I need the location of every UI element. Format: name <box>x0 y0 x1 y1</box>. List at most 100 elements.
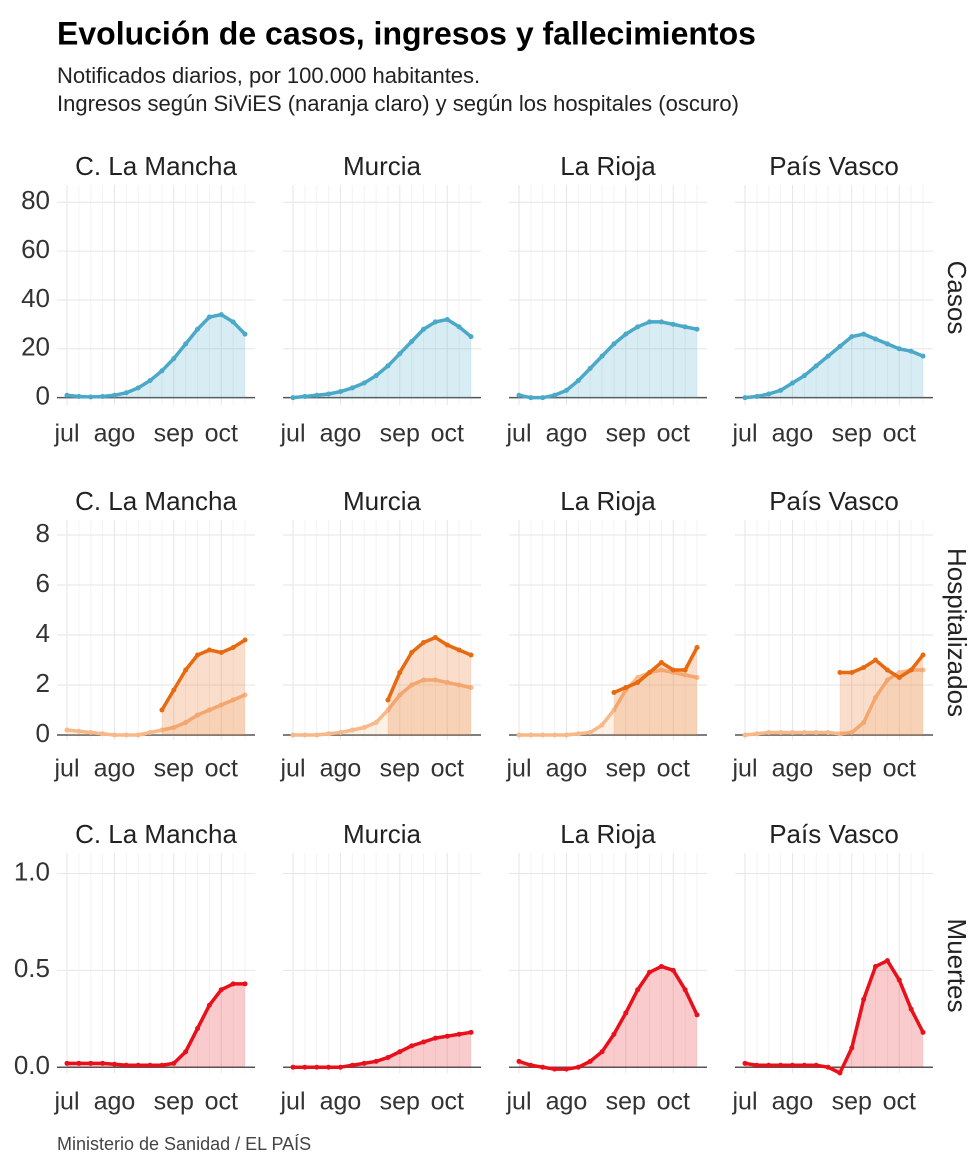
point <box>302 393 308 399</box>
point <box>908 348 914 354</box>
point <box>611 341 617 347</box>
area <box>293 319 471 398</box>
chart-title: Evolución de casos, ingresos y fallecimi… <box>57 15 756 51</box>
x-tick-label: oct <box>883 755 916 783</box>
point <box>302 732 308 738</box>
x-tick-label: oct <box>431 420 464 448</box>
line <box>518 964 699 1071</box>
point <box>528 395 534 401</box>
x-tick-label: sep <box>380 420 420 448</box>
point <box>682 672 688 678</box>
point <box>563 732 569 738</box>
x-tick-label: ago <box>94 1088 136 1116</box>
point <box>849 1045 855 1051</box>
point <box>849 730 855 735</box>
point <box>778 1062 784 1068</box>
point <box>147 378 153 384</box>
point <box>314 732 320 738</box>
panel-title: País Vasco <box>769 151 899 181</box>
point <box>171 687 177 693</box>
point <box>789 1062 795 1068</box>
y-tick-label: 4 <box>36 618 50 648</box>
area <box>161 640 245 735</box>
point <box>397 670 403 675</box>
panel-title: Murcia <box>343 819 422 849</box>
point <box>908 1006 914 1012</box>
point <box>647 670 653 675</box>
point <box>599 1049 605 1055</box>
x-tick-label: ago <box>320 420 362 448</box>
point <box>789 730 795 735</box>
point <box>195 652 201 658</box>
x-tick-label: oct <box>431 1088 464 1116</box>
point <box>599 722 605 728</box>
point <box>373 720 379 725</box>
y-tick-label: 2 <box>36 668 50 698</box>
point <box>528 1062 534 1068</box>
point <box>76 393 82 399</box>
x-tick-label: oct <box>657 1088 690 1116</box>
point <box>135 732 141 738</box>
point <box>540 1064 546 1070</box>
panel-title: C. La Mancha <box>75 151 237 181</box>
area <box>519 966 697 1070</box>
point <box>766 1062 772 1068</box>
area <box>293 680 471 735</box>
point <box>825 353 831 359</box>
point <box>873 695 879 700</box>
point <box>884 341 890 347</box>
line <box>744 958 925 1075</box>
area <box>67 983 245 1068</box>
x-tick-label: jul <box>53 755 79 783</box>
point <box>409 682 415 688</box>
point <box>147 1062 153 1068</box>
point <box>290 732 296 738</box>
point <box>861 996 867 1002</box>
point <box>647 969 653 975</box>
point <box>159 707 165 713</box>
line <box>293 1030 472 1069</box>
point <box>884 677 890 683</box>
x-tick-label: sep <box>380 1088 420 1116</box>
point <box>100 731 106 737</box>
x-tick-label: jul <box>279 755 305 783</box>
subtitle: Ingresos según SiViES (naranja claro) y … <box>57 91 739 116</box>
point <box>64 392 70 398</box>
point <box>694 645 700 650</box>
point <box>385 1055 391 1061</box>
x-tick-label: jul <box>731 1088 757 1116</box>
point <box>171 1060 177 1066</box>
point <box>361 1060 367 1066</box>
point <box>670 667 676 673</box>
point <box>778 730 784 735</box>
x-tick-label: sep <box>380 755 420 783</box>
point <box>444 316 450 322</box>
point <box>766 730 772 735</box>
point <box>575 378 581 384</box>
x-tick-label: oct <box>205 420 238 448</box>
point <box>801 373 807 379</box>
point <box>218 702 224 708</box>
point <box>349 727 355 733</box>
x-tick-label: sep <box>154 420 194 448</box>
point <box>76 728 82 734</box>
point <box>813 1062 819 1068</box>
line <box>66 693 246 737</box>
point <box>552 732 558 738</box>
point <box>742 732 748 738</box>
point <box>884 667 890 673</box>
panel-title: Murcia <box>343 151 422 181</box>
y-tick-label: 0 <box>36 718 50 748</box>
point <box>825 1064 831 1070</box>
point <box>587 1058 593 1064</box>
point <box>88 1060 94 1066</box>
point <box>861 665 867 670</box>
point <box>432 635 438 640</box>
point <box>575 1064 581 1070</box>
x-tick-label: jul <box>505 755 531 783</box>
point <box>456 324 462 330</box>
point <box>849 334 855 340</box>
y-tick-label: 6 <box>36 568 50 598</box>
point <box>385 707 391 713</box>
point <box>123 732 129 738</box>
